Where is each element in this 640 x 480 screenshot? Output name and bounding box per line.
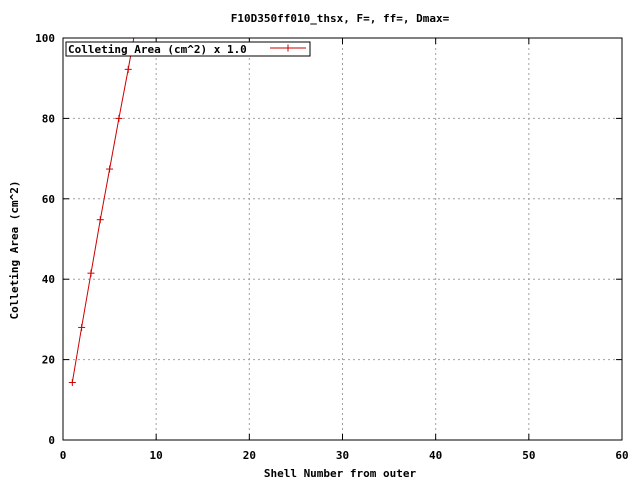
y-tick-label: 100 bbox=[35, 32, 55, 45]
y-tick-label: 60 bbox=[42, 193, 55, 206]
legend: Colleting Area (cm^2) x 1.0 bbox=[65, 41, 311, 57]
x-tick-label: 10 bbox=[150, 449, 163, 462]
data-point bbox=[87, 269, 95, 277]
x-tick-label: 50 bbox=[522, 449, 535, 462]
plot-frame bbox=[62, 37, 623, 441]
axis-ticks: 0 10 20 30 40 50 60 0 20 40 60 80 100 bbox=[35, 32, 629, 462]
data-point bbox=[106, 165, 114, 173]
x-axis-label: Shell Number from outer bbox=[264, 467, 417, 480]
x-tick-label: 0 bbox=[60, 449, 67, 462]
legend-marker-sample bbox=[284, 44, 292, 52]
y-tick-label: 40 bbox=[42, 273, 55, 286]
legend-box bbox=[65, 41, 311, 57]
grid bbox=[63, 38, 622, 440]
series-layer bbox=[68, 37, 135, 387]
data-point bbox=[78, 323, 86, 331]
chart-title: F10D350ff010_thsx, F=, ff=, Dmax= bbox=[231, 12, 450, 25]
series-line bbox=[71, 37, 135, 383]
x-tick-label: 20 bbox=[243, 449, 256, 462]
x-tick-label: 60 bbox=[615, 449, 628, 462]
data-point bbox=[115, 114, 123, 122]
data-point bbox=[96, 216, 104, 224]
y-tick-label: 0 bbox=[48, 434, 55, 447]
data-point bbox=[124, 65, 132, 73]
y-tick-label: 80 bbox=[42, 112, 55, 125]
y-tick-label: 20 bbox=[42, 354, 55, 367]
legend-label: Colleting Area (cm^2) x 1.0 bbox=[68, 43, 247, 56]
x-tick-label: 30 bbox=[336, 449, 349, 462]
y-axis-label: Colleting Area (cm^2) bbox=[8, 180, 21, 319]
x-tick-label: 40 bbox=[429, 449, 442, 462]
data-point bbox=[68, 379, 76, 387]
